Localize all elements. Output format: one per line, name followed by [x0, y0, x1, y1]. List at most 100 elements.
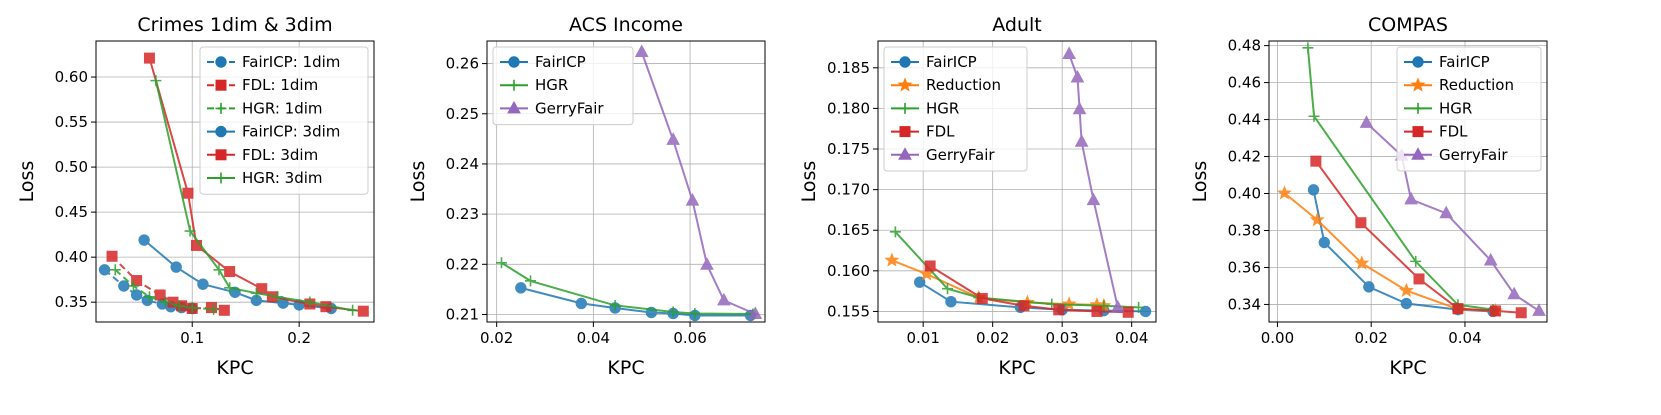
- data-point: [347, 304, 359, 316]
- series-line: [154, 80, 353, 312]
- series-line: [1315, 160, 1522, 314]
- series-fdl: [924, 260, 1134, 318]
- data-point: [1091, 305, 1103, 317]
- legend-marker: [1410, 77, 1426, 92]
- series-gerryfair: [1062, 46, 1125, 313]
- y-tick-label: 0.165: [827, 221, 870, 239]
- data-point: [1355, 217, 1367, 229]
- data-point: [1133, 301, 1145, 313]
- legend-item: Reduction: [1404, 76, 1514, 94]
- legend-marker: [899, 56, 911, 68]
- data-point: [118, 280, 130, 292]
- x-tick-label: 0.00: [1261, 329, 1294, 347]
- y-tick-label: 0.160: [827, 262, 870, 280]
- y-tick-label: 0.45: [55, 203, 88, 221]
- data-point: [197, 278, 209, 290]
- data-point: [1061, 296, 1077, 311]
- legend-item: FairICP: 1dim: [207, 53, 340, 71]
- data-point: [1074, 134, 1089, 147]
- data-point: [1276, 185, 1292, 200]
- legend-marker: [215, 125, 227, 138]
- y-tick-label: 0.55: [55, 113, 88, 131]
- data-point: [1400, 297, 1413, 310]
- legend: FairICP Reduction HGR FDL GerryFair: [883, 46, 1028, 172]
- y-tick-label: 0.21: [446, 305, 479, 323]
- legend-item: FDL: [891, 123, 955, 141]
- data-point: [496, 257, 508, 269]
- legend-label: FairICP: 1dim: [242, 53, 340, 71]
- series-fdl: [1310, 155, 1527, 319]
- data-point: [1532, 303, 1546, 316]
- legend-label: FDL: [926, 123, 955, 141]
- y-axis-label: Loss: [798, 161, 820, 203]
- y-tick-label: 0.44: [1228, 111, 1261, 129]
- data-point: [1302, 42, 1314, 54]
- y-axis-label: Loss: [407, 161, 429, 203]
- legend-marker: [215, 172, 227, 184]
- legend-item: FairICP: 3dim: [207, 123, 340, 141]
- data-point: [689, 307, 701, 319]
- legend-box: [1396, 46, 1542, 172]
- data-point: [924, 260, 936, 272]
- legend-label: Reduction: [926, 76, 1001, 94]
- legend-label: GerryFair: [926, 146, 995, 164]
- data-point: [304, 296, 316, 308]
- y-tick-label: 0.23: [446, 205, 479, 223]
- data-point: [182, 187, 194, 199]
- y-tick-label: 0.42: [1228, 148, 1261, 166]
- legend-label: Reduction: [1439, 76, 1514, 94]
- legend-item: FDL: 3dim: [207, 146, 318, 164]
- legend-label: FairICP: [535, 53, 586, 71]
- data-point: [98, 264, 111, 276]
- data-point: [1018, 300, 1030, 312]
- data-point: [224, 282, 236, 294]
- series-gerryfair: [1359, 115, 1546, 316]
- legend: FairICP Reduction HGR FDL GerryFair: [1396, 46, 1542, 172]
- data-point: [1515, 307, 1527, 319]
- legend-item: HGR: [1404, 99, 1472, 117]
- x-axis-label: KPC: [607, 357, 644, 379]
- x-axis-label: KPC: [998, 357, 1035, 379]
- y-tick-label: 0.175: [827, 140, 870, 158]
- y-tick-label: 0.60: [55, 68, 88, 86]
- data-point: [106, 250, 118, 262]
- series-hgr-3dim: [150, 75, 359, 316]
- y-tick-label: 0.180: [827, 99, 870, 117]
- data-point: [884, 252, 900, 267]
- data-point: [213, 264, 225, 276]
- legend-marker: [897, 77, 913, 92]
- legend-label: HGR: 3dim: [242, 169, 323, 187]
- legend-label: HGR: 1dim: [242, 99, 323, 117]
- chart-title: Adult: [992, 14, 1042, 36]
- data-point: [1439, 205, 1454, 219]
- data-point: [1452, 303, 1464, 315]
- legend-marker: [215, 149, 227, 161]
- data-point: [1359, 115, 1374, 128]
- legend-box: [492, 46, 634, 126]
- x-tick-label: 0.01: [906, 329, 939, 347]
- legend-marker: [508, 56, 520, 68]
- data-point: [976, 292, 988, 304]
- data-point: [945, 295, 957, 308]
- y-tick-label: 0.46: [1228, 74, 1261, 92]
- data-point: [143, 52, 155, 64]
- legend: FairICP HGR GerryFair: [492, 46, 634, 126]
- data-point: [685, 193, 700, 206]
- y-tick-label: 0.25: [446, 105, 479, 123]
- legend-label: GerryFair: [535, 99, 604, 117]
- data-point: [1046, 298, 1058, 310]
- data-point: [357, 305, 369, 317]
- legend-marker: [899, 102, 911, 114]
- data-point: [1086, 192, 1101, 206]
- y-tick-label: 0.24: [446, 155, 479, 173]
- y-tick-label: 0.35: [55, 293, 88, 311]
- legend-label: HGR: [926, 99, 959, 117]
- legend-label: HGR: [535, 76, 568, 94]
- data-point: [1354, 255, 1370, 270]
- legend-marker: [507, 100, 521, 114]
- legend-marker: [215, 56, 227, 68]
- chart-panel-1: 0.1 0.2 0.35 0.40 0.45 0.50 0.55 0.60 Crimes 1di…: [16, 14, 375, 379]
- y-tick-label: 0.155: [827, 302, 870, 320]
- data-point: [1310, 155, 1322, 167]
